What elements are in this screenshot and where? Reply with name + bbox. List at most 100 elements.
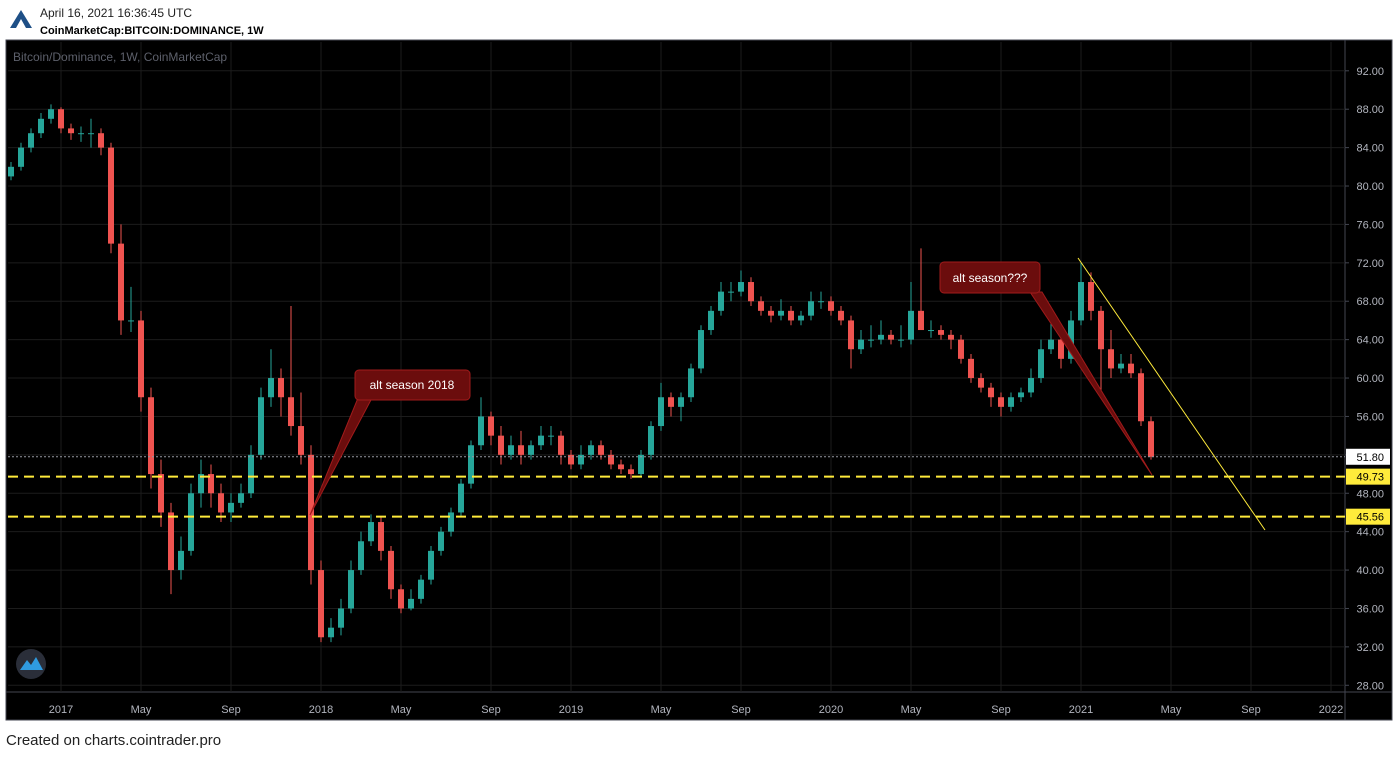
candle-body: [548, 435, 554, 437]
candle-body: [208, 474, 214, 494]
candle-body: [498, 435, 504, 455]
candle-body: [648, 426, 654, 455]
grid: [8, 42, 1345, 692]
price-label: 49.73: [1356, 472, 1384, 484]
candle-body: [1118, 363, 1124, 369]
candle-body: [458, 483, 464, 513]
candle-body: [968, 358, 974, 379]
candle-body: [438, 531, 444, 551]
candle-body: [688, 368, 694, 398]
candle-body: [658, 397, 664, 427]
candle-body: [608, 454, 614, 465]
candle-body: [798, 315, 804, 321]
price-label-box: [1346, 468, 1390, 485]
candle-body: [958, 339, 964, 359]
price-label-box: [1346, 508, 1390, 525]
candle-body: [928, 330, 934, 332]
candle-body: [268, 378, 274, 398]
y-tick-label: 68.00: [1356, 296, 1384, 308]
candle-body: [1048, 339, 1054, 350]
candle-body: [378, 522, 384, 551]
candle-body: [748, 282, 754, 302]
y-tick-label: 32.00: [1356, 642, 1384, 654]
app-logo: [16, 649, 46, 679]
candle-body: [1088, 282, 1094, 311]
callout: alt season 2018: [309, 369, 471, 516]
candle-body: [858, 339, 864, 350]
x-tick-label: Sep: [991, 704, 1011, 716]
candle-body: [48, 109, 54, 119]
candle-body: [288, 397, 294, 427]
candle-body: [908, 310, 914, 340]
candle-body: [418, 579, 424, 599]
price-label-box: [1346, 448, 1390, 465]
candle-body: [918, 310, 924, 331]
candle-body: [488, 416, 494, 436]
x-tick-label: May: [901, 704, 922, 716]
candle-body: [738, 282, 744, 292]
y-tick-label: 48.00: [1356, 488, 1384, 500]
candle-body: [88, 133, 94, 135]
candle-body: [128, 320, 134, 322]
candle-body: [788, 310, 794, 321]
candle-body: [1008, 397, 1014, 407]
candle-body: [868, 339, 874, 341]
candle-body: [818, 301, 824, 303]
candle-body: [188, 493, 194, 551]
candle-body: [198, 474, 204, 494]
y-tick-label: 60.00: [1356, 373, 1384, 385]
candle-body: [628, 469, 634, 475]
x-tick-label: May: [1161, 704, 1182, 716]
candle-body: [948, 334, 954, 340]
callout: alt season???: [939, 261, 1153, 476]
candle-body: [358, 541, 364, 571]
y-tick-label: 80.00: [1356, 181, 1384, 193]
logo: [10, 10, 32, 28]
candle-body: [1098, 310, 1104, 350]
x-tick-label: May: [391, 704, 412, 716]
candle-body: [448, 512, 454, 532]
candle-body: [478, 416, 484, 446]
y-tick-label: 64.00: [1356, 335, 1384, 347]
candle-body: [1058, 339, 1064, 359]
y-tick-label: 36.00: [1356, 603, 1384, 615]
candle-body: [108, 147, 114, 244]
x-tick-label: Sep: [731, 704, 751, 716]
candle-body: [838, 310, 844, 321]
candle-body: [348, 570, 354, 609]
x-tick-label: Sep: [221, 704, 241, 716]
candle-body: [148, 397, 154, 475]
candle-body: [698, 330, 704, 369]
candle-body: [238, 493, 244, 503]
candle-body: [328, 627, 334, 638]
candle-body: [1128, 363, 1134, 374]
candle-body: [678, 397, 684, 407]
candle-body: [558, 435, 564, 455]
candle-body: [848, 320, 854, 350]
candle-body: [298, 426, 304, 455]
candle-body: [538, 435, 544, 446]
y-tick-label: 72.00: [1356, 258, 1384, 270]
candle-body: [468, 445, 474, 484]
candle-body: [178, 550, 184, 571]
y-tick-label: 28.00: [1356, 680, 1384, 692]
candle-body: [638, 454, 644, 475]
candle-body: [68, 128, 74, 134]
x-tick-label: 2018: [309, 704, 333, 716]
drawings: [8, 257, 1345, 531]
candle-body: [168, 512, 174, 571]
axes: 28.0032.0036.0040.0044.0048.0052.0056.00…: [49, 66, 1390, 716]
x-tick-label: 2020: [819, 704, 843, 716]
x-tick-label: 2017: [49, 704, 73, 716]
candle-body: [248, 454, 254, 494]
timestamp: April 16, 2021 16:36:45 UTC: [40, 6, 192, 20]
candle-body: [898, 339, 904, 341]
candle-body: [988, 387, 994, 398]
candle-body: [588, 445, 594, 455]
candle-body: [768, 310, 774, 316]
candle-body: [318, 570, 324, 638]
y-tick-label: 88.00: [1356, 104, 1384, 116]
x-tick-label: May: [651, 704, 672, 716]
candle-body: [518, 445, 524, 455]
